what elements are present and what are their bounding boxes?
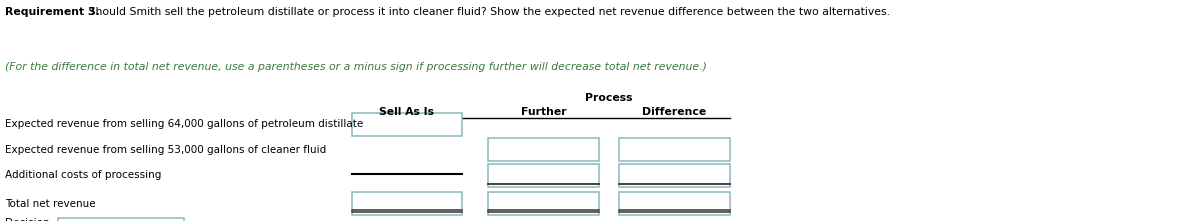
Text: Total net revenue: Total net revenue xyxy=(5,199,96,209)
FancyBboxPatch shape xyxy=(352,113,462,136)
FancyBboxPatch shape xyxy=(488,192,599,215)
Text: Requirement 3.: Requirement 3. xyxy=(5,7,100,17)
FancyBboxPatch shape xyxy=(488,138,599,161)
Text: (For the difference in total net revenue, use a parentheses or a minus sign if p: (For the difference in total net revenue… xyxy=(5,62,707,72)
Text: Should Smith sell the petroleum distillate or process it into cleaner fluid? Sho: Should Smith sell the petroleum distilla… xyxy=(85,7,890,17)
FancyBboxPatch shape xyxy=(488,164,599,187)
FancyBboxPatch shape xyxy=(619,138,730,161)
Text: Expected revenue from selling 64,000 gallons of petroleum distillate: Expected revenue from selling 64,000 gal… xyxy=(5,119,364,129)
Text: Sell As Is: Sell As Is xyxy=(379,107,434,117)
Text: Process: Process xyxy=(586,93,632,103)
Text: Expected revenue from selling 53,000 gallons of cleaner fluid: Expected revenue from selling 53,000 gal… xyxy=(5,145,326,155)
Text: Additional costs of processing: Additional costs of processing xyxy=(5,170,161,180)
FancyBboxPatch shape xyxy=(58,218,184,221)
FancyBboxPatch shape xyxy=(619,192,730,215)
Text: Further: Further xyxy=(521,107,566,117)
Text: Difference: Difference xyxy=(642,107,707,117)
FancyBboxPatch shape xyxy=(619,164,730,187)
FancyBboxPatch shape xyxy=(352,192,462,215)
Text: Decision:: Decision: xyxy=(5,218,53,221)
